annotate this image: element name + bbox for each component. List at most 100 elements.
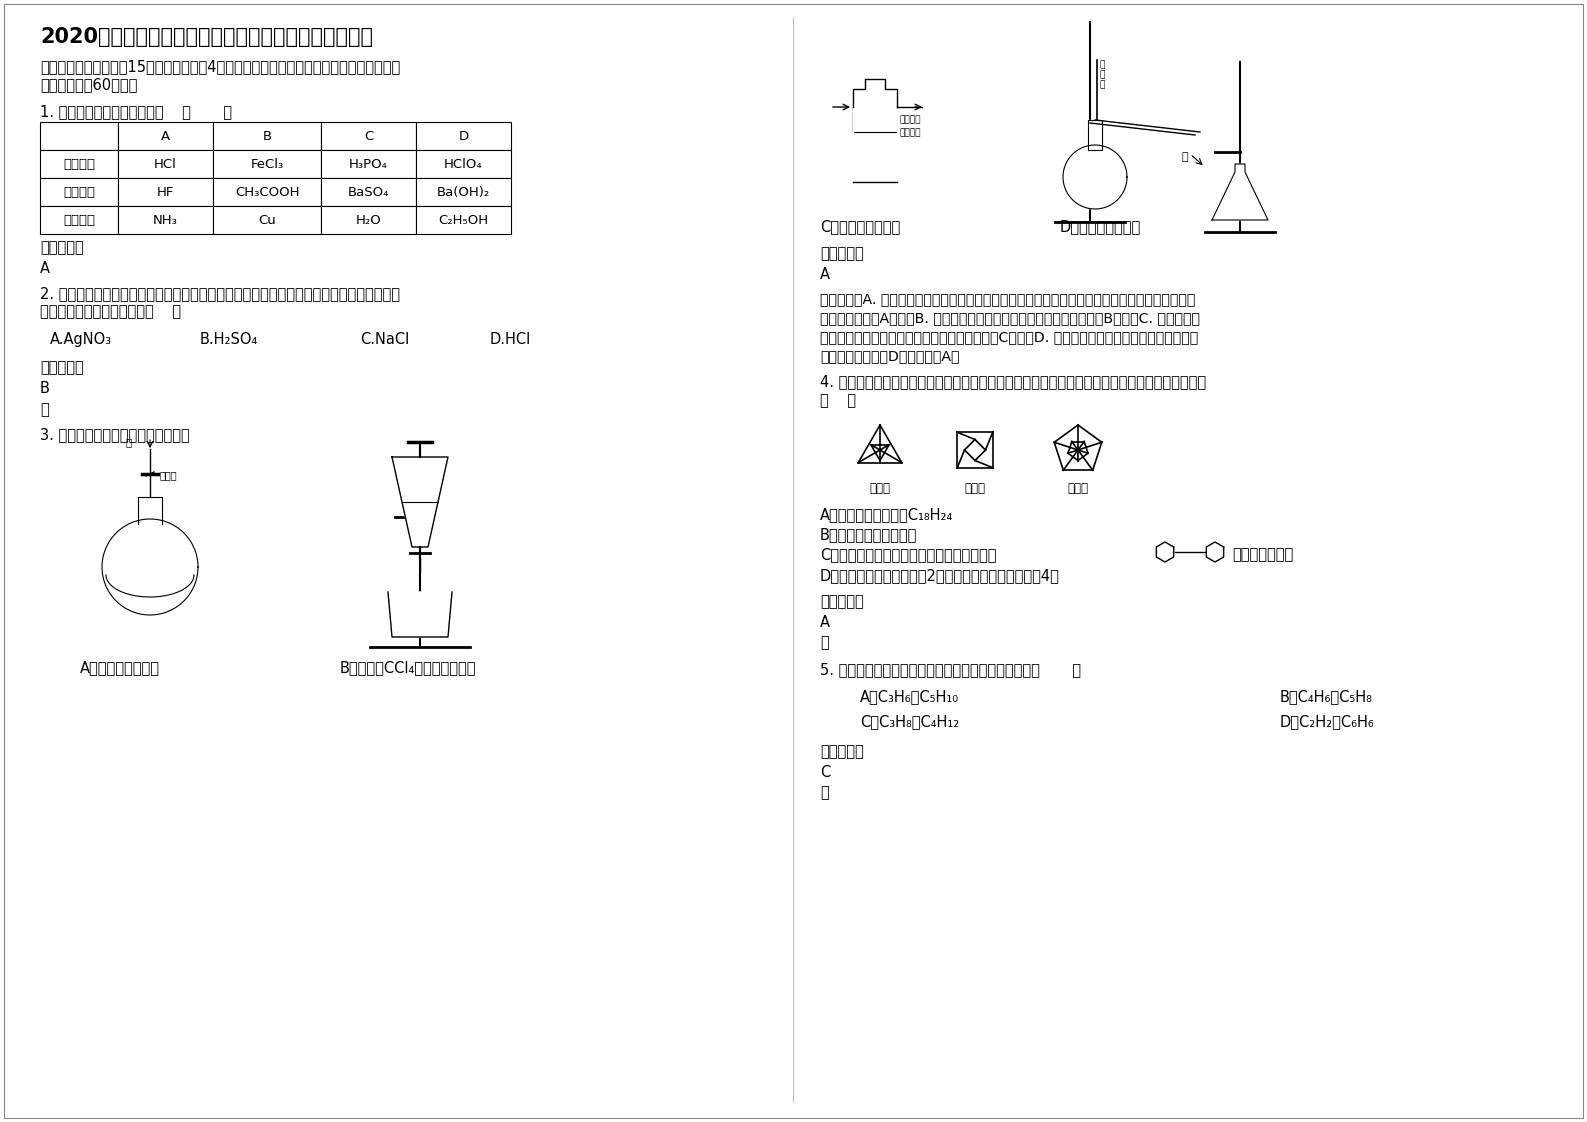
Text: （    ）: （ ） — [820, 393, 855, 408]
Text: H₃PO₄: H₃PO₄ — [349, 157, 387, 171]
Text: B.H₂SO₄: B.H₂SO₄ — [200, 332, 259, 347]
Bar — [416, 122, 511, 150]
Bar — [40, 150, 117, 178]
Text: Cu: Cu — [259, 213, 276, 227]
Text: 五星烷: 五星烷 — [1068, 482, 1089, 495]
Text: 四星烷: 四星烷 — [965, 482, 986, 495]
Text: Ba(OH)₂: Ba(OH)₂ — [436, 185, 490, 199]
Bar — [40, 206, 117, 234]
Text: C₂H₅OH: C₂H₅OH — [438, 213, 489, 227]
Text: C.NaCl: C.NaCl — [360, 332, 409, 347]
Text: 试题分析：A. 可关闭止水夹，从长颈漏斗口加入水至水柱高于液面且在一定时间内不变化，可说明: 试题分析：A. 可关闭止水夹，从长颈漏斗口加入水至水柱高于液面且在一定时间内不变… — [820, 292, 1195, 306]
Text: 三星烷: 三星烷 — [870, 482, 890, 495]
Text: D．星烷的一氯代物均只有2种，而三星烷的二氯代物有4种: D．星烷的一氯代物均只有2种，而三星烷的二氯代物有4种 — [820, 568, 1060, 583]
Text: A．检查装置气密性: A．检查装置气密性 — [79, 660, 160, 675]
Bar — [321, 150, 416, 178]
Text: 酸钾溶液: 酸钾溶液 — [900, 128, 922, 137]
Bar — [213, 206, 321, 234]
Text: B．C₄H₆与C₅H₈: B．C₄H₆与C₅H₈ — [1281, 689, 1373, 703]
Text: A.AgNO₃: A.AgNO₃ — [51, 332, 113, 347]
Text: C: C — [363, 129, 373, 142]
Bar — [117, 122, 213, 150]
Text: 1. 下列物质分类组合正确的是    （       ）: 1. 下列物质分类组合正确的是 （ ） — [40, 104, 232, 119]
Bar — [40, 178, 117, 206]
Polygon shape — [1212, 164, 1268, 220]
Text: HF: HF — [157, 185, 175, 199]
Polygon shape — [387, 592, 452, 637]
Text: D．分离甲苯与乙醇: D．分离甲苯与乙醇 — [1060, 219, 1141, 234]
Polygon shape — [1157, 542, 1174, 562]
Text: A: A — [40, 261, 51, 276]
Bar — [321, 122, 416, 150]
Text: 强电解质: 强电解质 — [63, 157, 95, 171]
Text: C．除去甲烷中乙烯: C．除去甲烷中乙烯 — [820, 219, 900, 234]
Polygon shape — [1063, 145, 1127, 209]
Text: 4. 化学家们合成了如右图所示的一系列的星烷，如三星烷、四星烷、五星烷等。下列说法正确的是: 4. 化学家们合成了如右图所示的一系列的星烷，如三星烷、四星烷、五星烷等。下列说… — [820, 374, 1206, 389]
Text: 略: 略 — [820, 635, 828, 650]
Bar — [117, 178, 213, 206]
Text: 题目要求，共60分。）: 题目要求，共60分。） — [40, 77, 138, 92]
Text: HClO₄: HClO₄ — [444, 157, 482, 171]
Text: A: A — [820, 267, 830, 282]
Text: CH₃COOH: CH₃COOH — [235, 185, 300, 199]
Bar — [213, 122, 321, 150]
Polygon shape — [392, 457, 448, 548]
Bar — [321, 178, 416, 206]
Text: HCl: HCl — [154, 157, 176, 171]
Polygon shape — [138, 497, 162, 524]
Text: 非电解质: 非电解质 — [63, 213, 95, 227]
Text: 水: 水 — [1182, 151, 1189, 162]
Text: A: A — [160, 129, 170, 142]
Bar — [416, 150, 511, 178]
Text: D．C₂H₂与C₆H₆: D．C₂H₂与C₆H₆ — [1281, 714, 1374, 729]
Bar — [117, 206, 213, 234]
Text: 气密性良好，故A正确；B. 碘易溶于四氯化碳，应用蒸馏的方法分离，故B错误；C. 乙烯被氧化: 气密性良好，故A正确；B. 碘易溶于四氯化碳，应用蒸馏的方法分离，故B错误；C.… — [820, 311, 1200, 325]
Text: 参考答案：: 参考答案： — [40, 240, 84, 255]
Text: 5. 下列各组有机化合物中，肯定属于同系物的一组是（       ）: 5. 下列各组有机化合物中，肯定属于同系物的一组是（ ） — [820, 662, 1081, 677]
Text: D: D — [459, 129, 468, 142]
Text: 2. 用惰性电极分别电解下列各物质水溶液一段时间后，向剩余电解质溶液中加入适量水能使: 2. 用惰性电极分别电解下列各物质水溶液一段时间后，向剩余电解质溶液中加入适量水… — [40, 286, 400, 301]
Text: D.HCl: D.HCl — [490, 332, 532, 347]
Polygon shape — [1089, 120, 1101, 150]
Text: C．三星烷与丙苯互为同分异构体，四星烷与: C．三星烷与丙苯互为同分异构体，四星烷与 — [820, 548, 997, 562]
Text: 互为同分异构体: 互为同分异构体 — [1232, 548, 1293, 562]
Text: 馏烧瓶支管口，故D错误，故选A。: 馏烧瓶支管口，故D错误，故选A。 — [820, 349, 960, 364]
Text: 弱电解质: 弱电解质 — [63, 185, 95, 199]
Text: B: B — [40, 381, 49, 396]
Text: C: C — [820, 765, 830, 780]
Bar — [416, 178, 511, 206]
Text: B．它们之间互为同系物: B．它们之间互为同系物 — [820, 527, 917, 542]
Text: BaSO₄: BaSO₄ — [348, 185, 389, 199]
Text: A．六星烷的化学式为C₁₈H₂₄: A．六星烷的化学式为C₁₈H₂₄ — [820, 507, 954, 522]
Bar — [416, 206, 511, 234]
Text: B: B — [262, 129, 271, 142]
Polygon shape — [852, 107, 897, 182]
Polygon shape — [102, 519, 198, 615]
Bar — [117, 150, 213, 178]
Text: NH₃: NH₃ — [152, 213, 178, 227]
Text: H₂O: H₂O — [355, 213, 381, 227]
Bar — [213, 178, 321, 206]
Text: FeCl₃: FeCl₃ — [251, 157, 284, 171]
Text: 3. 下列装置或操作能达到实验目的是: 3. 下列装置或操作能达到实验目的是 — [40, 427, 190, 442]
Text: 水: 水 — [125, 436, 132, 447]
Bar — [321, 206, 416, 234]
Text: 生成二氧化碳，引入新杂质，应用溴水除杂，故C错误；D. 温度计用于测量馏分的稳定，应位于蒸: 生成二氧化碳，引入新杂质，应用溴水除杂，故C错误；D. 温度计用于测量馏分的稳定… — [820, 330, 1198, 344]
Text: 2020年山东省德州市第十中学高二化学月考试题含解析: 2020年山东省德州市第十中学高二化学月考试题含解析 — [40, 27, 373, 47]
Text: 参考答案：: 参考答案： — [820, 744, 863, 758]
Text: 止水夹: 止水夹 — [160, 470, 178, 480]
Text: 略: 略 — [820, 785, 828, 800]
Text: 参考答案：: 参考答案： — [820, 594, 863, 609]
Text: A．C₃H₆与C₅H₁₀: A．C₃H₆与C₅H₁₀ — [860, 689, 959, 703]
Bar — [40, 122, 117, 150]
Text: 溶液恢复到电解前浓度的是（    ）: 溶液恢复到电解前浓度的是（ ） — [40, 304, 181, 319]
Text: 酸性高锰: 酸性高锰 — [900, 114, 922, 125]
Text: 略: 略 — [40, 402, 49, 417]
Text: 参考答案：: 参考答案： — [40, 360, 84, 375]
Text: B．从碘的CCl₄溶液中分离出碘: B．从碘的CCl₄溶液中分离出碘 — [340, 660, 476, 675]
Text: 温
度
计: 温 度 计 — [1100, 59, 1106, 90]
Polygon shape — [1206, 542, 1224, 562]
Text: 一、单选题（本大题共15个小题，每小题4分。在每小题给出的四个选项中，只有一项符合: 一、单选题（本大题共15个小题，每小题4分。在每小题给出的四个选项中，只有一项符… — [40, 59, 400, 74]
Text: 参考答案：: 参考答案： — [820, 246, 863, 261]
Text: A: A — [820, 615, 830, 629]
